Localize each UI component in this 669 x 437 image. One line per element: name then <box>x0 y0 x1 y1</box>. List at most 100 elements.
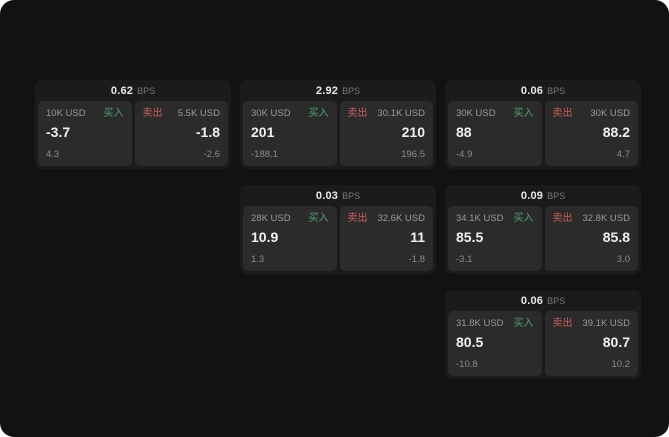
buy-panel[interactable]: 28K USD 买入 10.9 1.3 <box>243 206 337 271</box>
buy-label: 买入 <box>308 108 329 119</box>
sell-price: 11 <box>410 229 425 245</box>
bps-label: BPS <box>342 85 361 96</box>
sell-top-row: 卖出 30K USD <box>553 108 631 120</box>
sell-top-row: 卖出 30.1K USD <box>348 108 426 120</box>
buy-size: 10K USD <box>46 108 86 119</box>
buy-size: 28K USD <box>251 213 291 224</box>
buy-sub-value: 1.3 <box>251 254 265 265</box>
buy-sub-value: -188.1 <box>251 149 278 160</box>
bps-label: BPS <box>137 85 156 96</box>
buy-size: 31.8K USD <box>456 318 504 329</box>
buy-top-row: 34.1K USD 买入 <box>456 213 534 225</box>
sell-label: 卖出 <box>347 108 368 119</box>
quote-panels: 28K USD 买入 10.9 1.3 卖出 32.6K USD 11 -1.8 <box>243 206 433 271</box>
sell-size: 32.6K USD <box>377 213 425 224</box>
sell-panel[interactable]: 卖出 39.1K USD 80.7 10.2 <box>544 311 638 376</box>
quote-card: 0.03 BPS 28K USD 买入 10.9 1.3 卖出 32.6K US… <box>240 185 436 274</box>
sell-sub-value: 196.5 <box>401 149 425 160</box>
buy-size: 30K USD <box>251 108 291 119</box>
spread-value: 0.62 <box>110 84 134 97</box>
spread-header: 0.09 BPS <box>448 185 638 206</box>
buy-label: 买入 <box>308 213 329 224</box>
sell-price: 80.7 <box>602 334 630 350</box>
sell-sub-value: -1.8 <box>408 254 425 265</box>
bps-label: BPS <box>547 190 566 201</box>
buy-label: 买入 <box>513 318 534 329</box>
quote-panels: 30K USD 买入 201 -188.1 卖出 30.1K USD 210 1… <box>243 101 433 166</box>
sell-sub-value: -2.6 <box>203 149 220 160</box>
buy-top-row: 31.8K USD 买入 <box>456 318 534 330</box>
sell-panel[interactable]: 卖出 30K USD 88.2 4.7 <box>544 101 638 166</box>
buy-size: 34.1K USD <box>456 213 504 224</box>
sell-size: 30K USD <box>590 108 630 119</box>
sell-size: 30.1K USD <box>377 108 425 119</box>
sell-label: 卖出 <box>552 213 573 224</box>
buy-sub-value: 4.3 <box>46 149 60 160</box>
quote-panels: 31.8K USD 买入 80.5 -10.8 卖出 39.1K USD 80.… <box>448 311 638 376</box>
spread-value: 0.09 <box>520 189 544 202</box>
bps-label: BPS <box>547 85 566 96</box>
quote-card: 0.62 BPS 10K USD 买入 -3.7 4.3 卖出 5.5K USD <box>35 80 231 169</box>
quote-panels: 30K USD 买入 88 -4.9 卖出 30K USD 88.2 4.7 <box>448 101 638 166</box>
buy-price: 201 <box>251 124 275 140</box>
quote-card: 0.06 BPS 31.8K USD 买入 80.5 -10.8 卖出 39.1… <box>445 290 641 379</box>
buy-panel[interactable]: 30K USD 买入 201 -188.1 <box>243 101 337 166</box>
spread-value: 0.03 <box>315 189 339 202</box>
sell-top-row: 卖出 32.6K USD <box>348 213 426 225</box>
buy-label: 买入 <box>513 108 534 119</box>
sell-panel[interactable]: 卖出 30.1K USD 210 196.5 <box>339 101 433 166</box>
sell-label: 卖出 <box>142 108 163 119</box>
sell-size: 32.8K USD <box>582 213 630 224</box>
spread-value: 2.92 <box>315 84 339 97</box>
spread-header: 0.06 BPS <box>448 290 638 311</box>
spread-header: 2.92 BPS <box>243 80 433 101</box>
buy-panel[interactable]: 30K USD 买入 88 -4.9 <box>448 101 542 166</box>
buy-price: 80.5 <box>456 334 484 350</box>
buy-panel[interactable]: 31.8K USD 买入 80.5 -10.8 <box>448 311 542 376</box>
buy-top-row: 10K USD 买入 <box>46 108 124 120</box>
sell-price: -1.8 <box>195 124 220 140</box>
quote-card-grid: 0.62 BPS 10K USD 买入 -3.7 4.3 卖出 5.5K USD <box>35 80 641 379</box>
quote-card: 2.92 BPS 30K USD 买入 201 -188.1 卖出 30.1K … <box>240 80 436 169</box>
sell-label: 卖出 <box>552 108 573 119</box>
buy-panel[interactable]: 10K USD 买入 -3.7 4.3 <box>38 101 132 166</box>
buy-price: 85.5 <box>456 229 484 245</box>
sell-top-row: 卖出 32.8K USD <box>553 213 631 225</box>
quote-card: 0.09 BPS 34.1K USD 买入 85.5 -3.1 卖出 32.8K… <box>445 185 641 274</box>
spread-header: 0.03 BPS <box>243 185 433 206</box>
sell-panel[interactable]: 卖出 5.5K USD -1.8 -2.6 <box>134 101 228 166</box>
sell-sub-value: 10.2 <box>611 359 631 370</box>
buy-price: 88 <box>456 124 472 140</box>
spread-value: 0.06 <box>520 84 544 97</box>
quote-card: 0.06 BPS 30K USD 买入 88 -4.9 卖出 30K USD <box>445 80 641 169</box>
buy-sub-value: -4.9 <box>456 149 473 160</box>
bps-label: BPS <box>547 295 566 306</box>
sell-panel[interactable]: 卖出 32.8K USD 85.8 3.0 <box>544 206 638 271</box>
sell-sub-value: 4.7 <box>616 149 630 160</box>
buy-price: 10.9 <box>251 229 279 245</box>
sell-size: 5.5K USD <box>177 108 220 119</box>
spread-header: 0.06 BPS <box>448 80 638 101</box>
sell-panel[interactable]: 卖出 32.6K USD 11 -1.8 <box>339 206 433 271</box>
sell-label: 卖出 <box>552 318 573 329</box>
spread-header: 0.62 BPS <box>38 80 228 101</box>
sell-price: 210 <box>401 124 425 140</box>
sell-price: 88.2 <box>602 124 630 140</box>
sell-top-row: 卖出 5.5K USD <box>143 108 221 120</box>
quote-panels: 10K USD 买入 -3.7 4.3 卖出 5.5K USD -1.8 -2.… <box>38 101 228 166</box>
buy-sub-value: -3.1 <box>456 254 473 265</box>
buy-label: 买入 <box>513 213 534 224</box>
sell-sub-value: 3.0 <box>616 254 630 265</box>
quote-panels: 34.1K USD 买入 85.5 -3.1 卖出 32.8K USD 85.8… <box>448 206 638 271</box>
buy-price: -3.7 <box>46 124 71 140</box>
spread-value: 0.06 <box>520 294 544 307</box>
buy-panel[interactable]: 34.1K USD 买入 85.5 -3.1 <box>448 206 542 271</box>
buy-top-row: 30K USD 买入 <box>456 108 534 120</box>
sell-top-row: 卖出 39.1K USD <box>553 318 631 330</box>
buy-top-row: 30K USD 买入 <box>251 108 329 120</box>
buy-label: 买入 <box>103 108 124 119</box>
buy-top-row: 28K USD 买入 <box>251 213 329 225</box>
sell-price: 85.8 <box>602 229 630 245</box>
buy-sub-value: -10.8 <box>456 359 478 370</box>
